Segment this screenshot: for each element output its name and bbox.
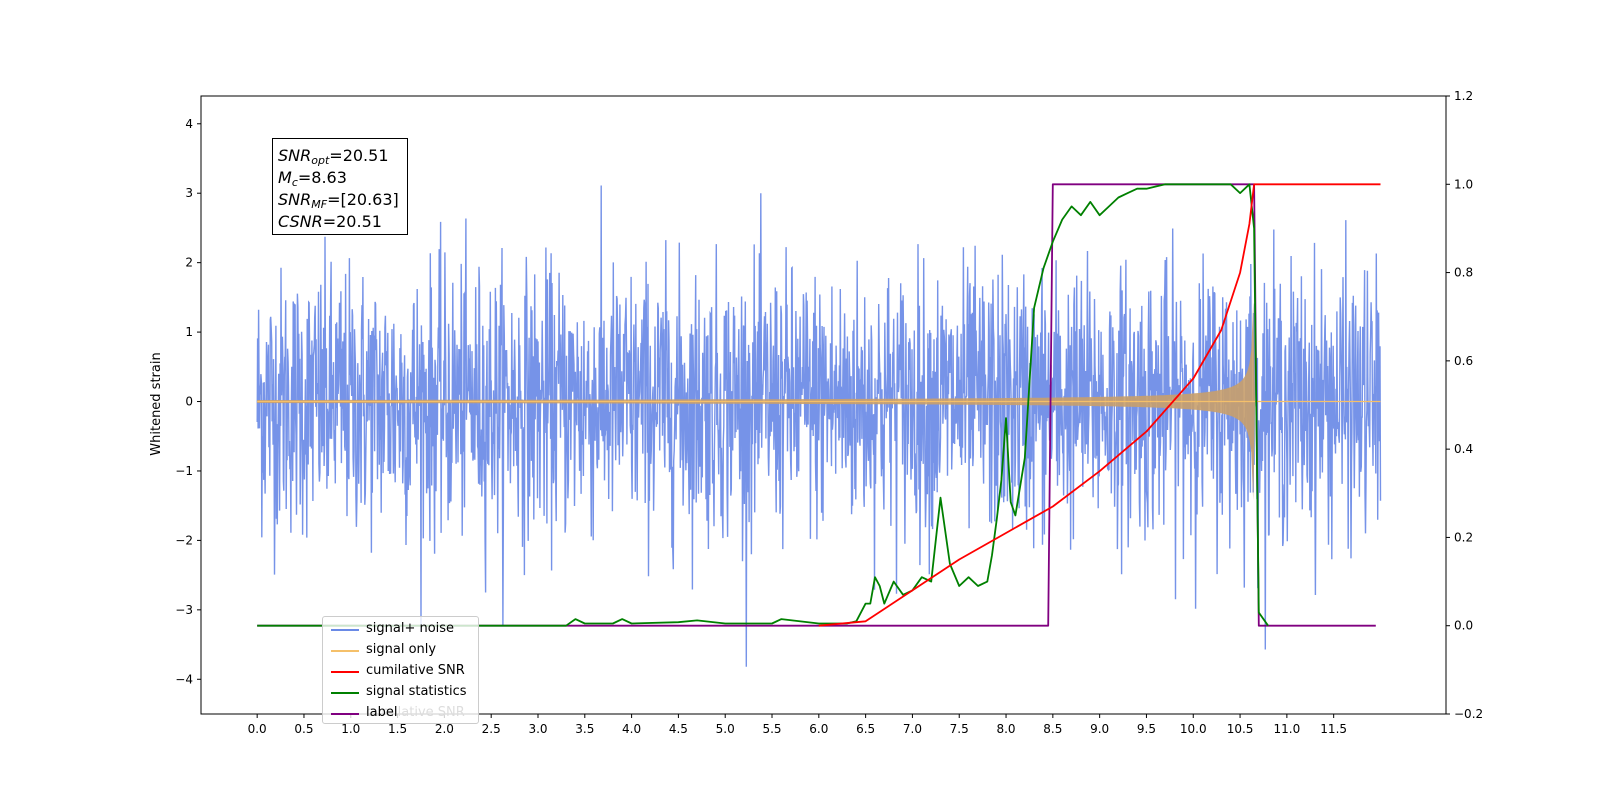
series-lines [257, 183, 1381, 627]
left-y-axis-ticks: 4 3 2 1 0 −1 −2 −3 −4 [175, 117, 201, 686]
cumilative-snr-line [818, 183, 1381, 627]
legend-entry-signal-only: signal only [323, 641, 478, 662]
signal-noise-trace [256, 185, 1382, 667]
x-tick-label: 9.5 [1137, 722, 1156, 736]
x-tick-label: 8.5 [1043, 722, 1062, 736]
x-tick-label: 7.5 [950, 722, 969, 736]
y2-tick-label: −0.2 [1454, 707, 1483, 721]
legend-swatch-cumulative-snr [331, 671, 359, 673]
x-tick-label: 11.5 [1320, 722, 1347, 736]
y-tick-label: 1 [185, 325, 193, 339]
y-tick-label: −2 [175, 533, 193, 547]
right-y-axis-ticks: 1.2 1.0 0.8 0.6 0.4 0.2 0.0 −0.2 [1446, 89, 1483, 721]
x-tick-label: 2.0 [435, 722, 454, 736]
y-tick-label: −4 [175, 672, 193, 686]
x-tick-label: 3.0 [528, 722, 547, 736]
legend-swatch-signal-statistics [331, 692, 359, 694]
plot-area-frame [200, 95, 1447, 715]
legend-overlap-ghost-text: cumilative SNR [366, 705, 465, 720]
stats-annotation-box: SNRopt=20.51 Mc=8.63 SNRMF=[20.63] CSNR=… [272, 138, 408, 235]
x-tick-label: 6.0 [809, 722, 828, 736]
y2-tick-label: 0.2 [1454, 530, 1473, 544]
legend-swatch-signal-noise [331, 629, 359, 631]
x-tick-label: 6.5 [856, 722, 875, 736]
chirp-mass-annotation: Mc=8.63 [278, 168, 347, 189]
x-tick-label: 1.5 [388, 722, 407, 736]
y-tick-label: −3 [175, 603, 193, 617]
x-tick-label: 0.5 [294, 722, 313, 736]
x-tick-label: 7.0 [903, 722, 922, 736]
x-tick-label: 10.5 [1227, 722, 1254, 736]
x-tick-label: 0.0 [248, 722, 267, 736]
y2-tick-label: 1.0 [1454, 177, 1473, 191]
x-tick-label: 3.5 [575, 722, 594, 736]
legend-label: signal+ noise [366, 621, 455, 636]
y-tick-label: 2 [185, 256, 193, 270]
legend-label: signal statistics [366, 684, 467, 699]
y2-tick-label: 0.8 [1454, 266, 1473, 280]
y2-tick-label: 1.2 [1454, 89, 1473, 103]
legend-swatch-label [331, 713, 359, 715]
x-tick-label: 10.0 [1180, 722, 1207, 736]
y-tick-label: 3 [185, 186, 193, 200]
y-axis-label: Whitened strain [149, 352, 164, 455]
x-tick-label: 4.5 [669, 722, 688, 736]
label-line [257, 183, 1376, 627]
y2-tick-label: 0.0 [1454, 619, 1473, 633]
y-tick-label: 4 [185, 117, 193, 131]
legend-entry-signal-noise: signal+ noise [323, 620, 478, 641]
x-axis-ticks: 0.0 0.5 1.0 1.5 2.0 2.5 3.0 3.5 4.0 4.5 5.0 5.5 6.0 6… [248, 714, 1347, 736]
legend-entry-signal-statistics: signal statistics [323, 683, 478, 704]
legend-entry-cumulative-snr: cumilative SNR [323, 662, 478, 683]
chart-legend: signal+ noise signal only cumilative SNR… [322, 616, 479, 724]
csnr-annotation: CSNR=20.51 [278, 212, 382, 231]
x-tick-label: 4.0 [622, 722, 641, 736]
x-tick-label: 8.0 [996, 722, 1015, 736]
legend-label: signal only [366, 642, 437, 657]
x-tick-label: 9.0 [1090, 722, 1109, 736]
signal-statistics-line [257, 183, 1269, 627]
signal-noise-line [256, 185, 1382, 667]
y-tick-label: −1 [175, 464, 193, 478]
legend-label: label [366, 705, 398, 720]
signal-only-trace [257, 302, 1381, 501]
legend-entry-label: cumilative SNR label [323, 704, 478, 725]
legend-swatch-signal-only [331, 650, 359, 652]
y2-tick-label: 0.4 [1454, 442, 1473, 456]
x-tick-label: 1.0 [341, 722, 360, 736]
x-tick-label: 5.5 [762, 722, 781, 736]
y-tick-label: 0 [185, 395, 193, 409]
x-tick-label: 5.0 [716, 722, 735, 736]
x-tick-label: 2.5 [482, 722, 501, 736]
snr-mf-annotation: SNRMF=[20.63] [278, 190, 399, 211]
x-tick-label: 11.0 [1274, 722, 1301, 736]
y2-tick-label: 0.6 [1454, 354, 1473, 368]
snr-opt-annotation: SNRopt=20.51 [278, 146, 389, 167]
legend-label: cumilative SNR [366, 663, 465, 678]
